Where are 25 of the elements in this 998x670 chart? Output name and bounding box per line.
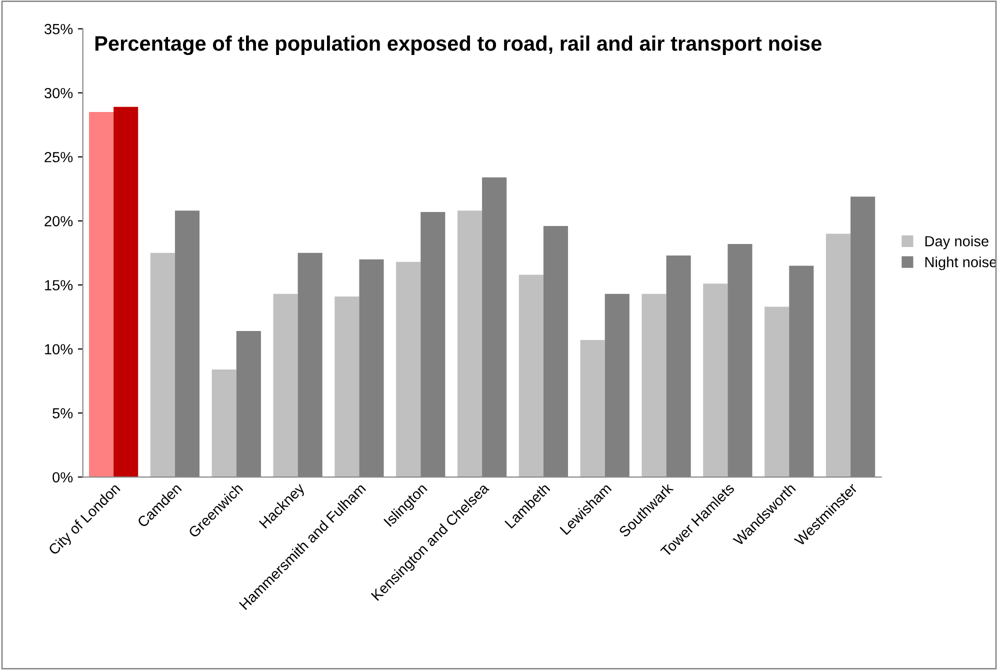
chart-title: Percentage of the population exposed to road, rail and air transport noise xyxy=(95,36,822,56)
y-tick-label: 35% xyxy=(44,24,73,34)
y-tick-label: 10% xyxy=(45,344,73,354)
bar xyxy=(114,106,138,478)
bar xyxy=(457,210,482,478)
y-tick-label: 0% xyxy=(52,472,73,482)
y-tick-label: 5% xyxy=(52,408,73,418)
bar xyxy=(334,296,360,478)
bar xyxy=(273,294,298,478)
y-tick-label: 20% xyxy=(44,216,73,226)
bar xyxy=(150,252,175,478)
legend-label: Night noise xyxy=(925,256,997,270)
bar xyxy=(764,306,790,478)
bar xyxy=(642,294,666,478)
bar xyxy=(580,340,605,478)
bar xyxy=(826,234,851,478)
bar xyxy=(518,274,544,478)
bar xyxy=(88,112,114,478)
y-tick-label: 25% xyxy=(44,152,73,162)
bar xyxy=(703,284,728,478)
bar xyxy=(212,369,236,478)
legend-label: Day noise xyxy=(925,236,988,250)
bar xyxy=(396,262,421,478)
y-tick-label: 30% xyxy=(44,88,73,98)
y-tick-label: 15% xyxy=(45,280,73,290)
